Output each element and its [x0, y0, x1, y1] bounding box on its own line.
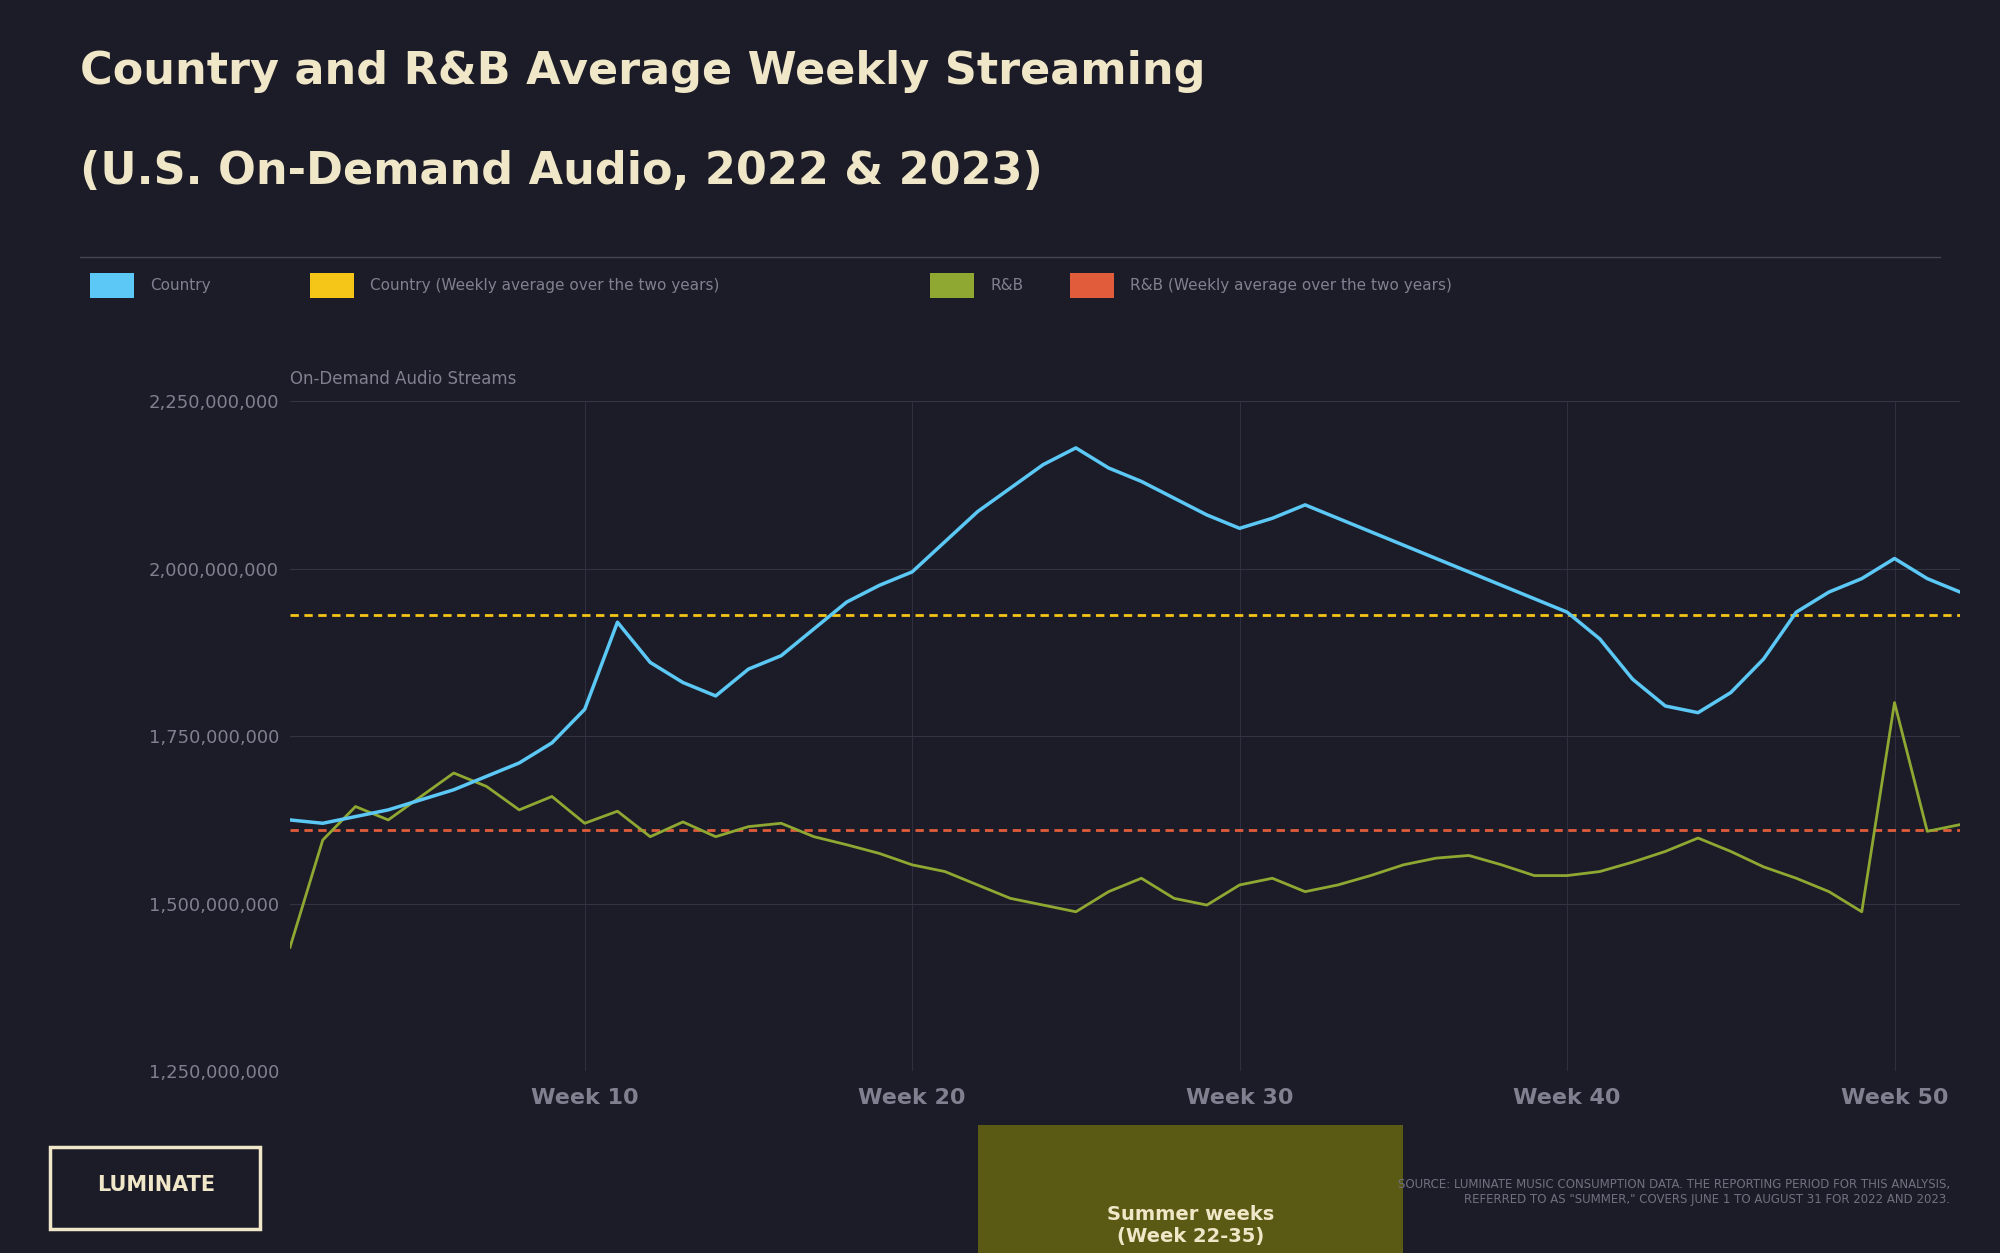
- Text: Country (Weekly average over the two years): Country (Weekly average over the two yea…: [370, 278, 720, 293]
- FancyBboxPatch shape: [978, 1125, 1404, 1253]
- Text: R&B (Weekly average over the two years): R&B (Weekly average over the two years): [1130, 278, 1452, 293]
- Text: SOURCE: LUMINATE MUSIC CONSUMPTION DATA. THE REPORTING PERIOD FOR THIS ANALYSIS,: SOURCE: LUMINATE MUSIC CONSUMPTION DATA.…: [1398, 1178, 1950, 1207]
- Text: LUMINATE: LUMINATE: [96, 1175, 216, 1195]
- Text: (U.S. On-Demand Audio, 2022 & 2023): (U.S. On-Demand Audio, 2022 & 2023): [80, 150, 1042, 193]
- Text: Country and R&B Average Weekly Streaming: Country and R&B Average Weekly Streaming: [80, 50, 1206, 93]
- Text: Summer weeks
(Week 22-35): Summer weeks (Week 22-35): [1106, 1205, 1274, 1245]
- Text: On-Demand Audio Streams: On-Demand Audio Streams: [290, 371, 516, 388]
- Text: R&B: R&B: [990, 278, 1024, 293]
- Text: Country: Country: [150, 278, 210, 293]
